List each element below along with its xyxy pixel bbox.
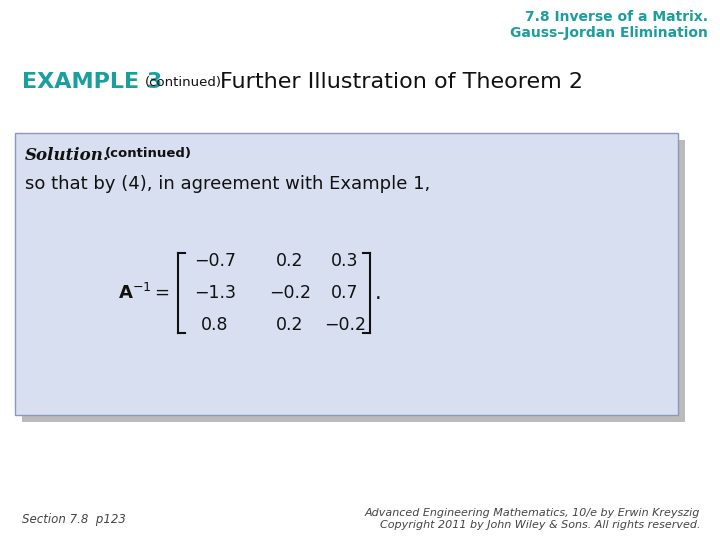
- Text: Solution.: Solution.: [25, 147, 109, 164]
- Text: 0.7: 0.7: [331, 284, 359, 302]
- Text: EXAMPLE 3: EXAMPLE 3: [22, 72, 162, 92]
- Text: Section 7.8  p123: Section 7.8 p123: [22, 513, 126, 526]
- Text: (continued): (continued): [145, 76, 222, 89]
- Text: .: .: [375, 283, 382, 303]
- Text: $\mathbf{A}^{-1} =$: $\mathbf{A}^{-1} =$: [118, 283, 170, 303]
- Text: −0.7: −0.7: [194, 252, 236, 270]
- Text: 0.2: 0.2: [276, 252, 304, 270]
- Bar: [22, 140, 685, 422]
- Text: 0.3: 0.3: [331, 252, 359, 270]
- Text: −1.3: −1.3: [194, 284, 236, 302]
- Text: −0.2: −0.2: [324, 316, 366, 334]
- Text: Further Illustration of Theorem 2: Further Illustration of Theorem 2: [220, 72, 583, 92]
- Text: so that by (4), in agreement with Example 1,: so that by (4), in agreement with Exampl…: [25, 175, 431, 193]
- Text: 0.8: 0.8: [202, 316, 229, 334]
- Text: Gauss–Jordan Elimination: Gauss–Jordan Elimination: [510, 26, 708, 40]
- Bar: [15, 133, 678, 415]
- Text: −0.2: −0.2: [269, 284, 311, 302]
- Text: (continued): (continued): [105, 147, 192, 160]
- Text: 7.8 Inverse of a Matrix.: 7.8 Inverse of a Matrix.: [525, 10, 708, 24]
- Text: 0.2: 0.2: [276, 316, 304, 334]
- Text: Advanced Engineering Mathematics, 10/e by Erwin Kreyszig: Advanced Engineering Mathematics, 10/e b…: [364, 508, 700, 518]
- Text: Copyright 2011 by John Wiley & Sons. All rights reserved.: Copyright 2011 by John Wiley & Sons. All…: [379, 520, 700, 530]
